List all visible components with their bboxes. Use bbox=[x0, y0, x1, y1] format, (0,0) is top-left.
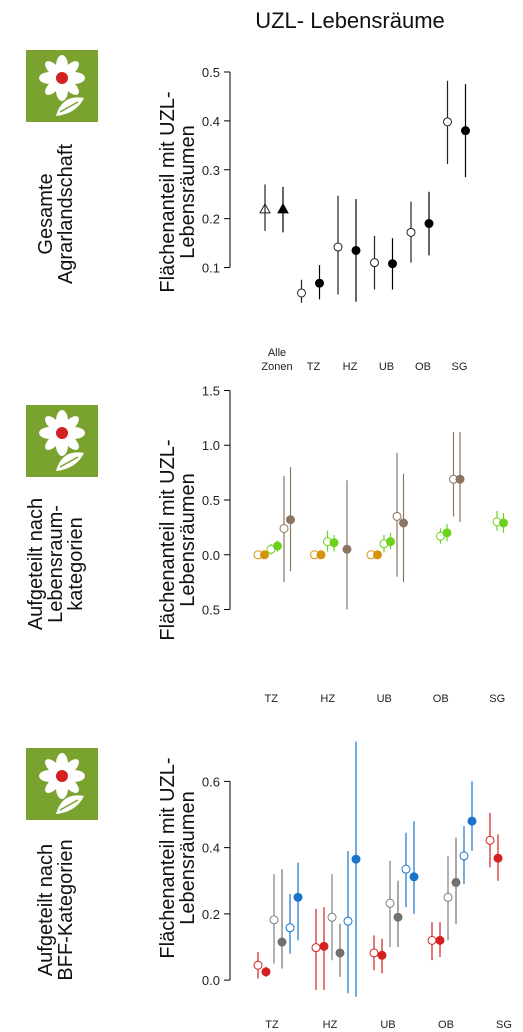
x-tick-label: SG bbox=[489, 693, 505, 705]
data-point bbox=[333, 242, 343, 252]
data-point bbox=[455, 474, 465, 484]
y-tick-label: 0.5 bbox=[202, 603, 220, 618]
data-point bbox=[327, 912, 337, 922]
data-point bbox=[435, 935, 445, 945]
data-point bbox=[442, 528, 452, 538]
data-point bbox=[385, 898, 395, 908]
data-point bbox=[293, 892, 303, 902]
data-point bbox=[261, 967, 271, 977]
y-tick-label: 0.0 bbox=[202, 973, 220, 988]
data-point bbox=[427, 935, 437, 945]
data-point bbox=[260, 550, 269, 560]
data-point bbox=[311, 943, 321, 953]
flower-icon bbox=[26, 50, 98, 122]
data-point bbox=[335, 948, 345, 958]
data-point bbox=[386, 537, 395, 547]
data-point bbox=[443, 117, 452, 127]
data-point bbox=[467, 816, 477, 826]
y-tick-label: 0.5 bbox=[202, 493, 220, 508]
data-point bbox=[443, 892, 453, 902]
data-point bbox=[369, 948, 379, 958]
y-tick-label: 1.0 bbox=[202, 438, 220, 453]
data-point bbox=[373, 550, 382, 560]
data-point bbox=[406, 227, 416, 237]
y-tick-label: 0.1 bbox=[202, 261, 220, 276]
data-point bbox=[459, 851, 469, 861]
y-tick-label: 0.0 bbox=[202, 548, 220, 563]
data-point bbox=[399, 518, 408, 528]
x-tick-label: SG bbox=[452, 361, 468, 373]
x-tick-label: TZ bbox=[265, 693, 279, 705]
y-tick-label: 0.5 bbox=[202, 65, 220, 80]
y-tick-label: 0.2 bbox=[202, 907, 220, 922]
data-point bbox=[485, 835, 495, 845]
y-tick-label: 1.5 bbox=[202, 383, 220, 398]
data-point bbox=[259, 202, 271, 214]
x-tick-label: UB bbox=[379, 361, 394, 373]
data-point bbox=[343, 916, 353, 926]
data-point bbox=[424, 219, 434, 229]
data-point bbox=[461, 126, 470, 136]
data-point bbox=[401, 864, 411, 874]
x-tick-label: TZ bbox=[265, 1019, 279, 1031]
data-point bbox=[329, 538, 339, 548]
data-point bbox=[409, 872, 419, 882]
y-tick-label: 0.4 bbox=[202, 841, 220, 856]
figure-title: UZL- Lebensräume bbox=[255, 8, 445, 33]
data-point bbox=[297, 288, 306, 298]
y-tick-label: 0.3 bbox=[202, 163, 220, 178]
x-tick-label: UB bbox=[380, 1019, 395, 1031]
x-tick-label: OB bbox=[415, 361, 431, 373]
x-tick-label: TZ bbox=[307, 361, 321, 373]
data-point bbox=[253, 960, 263, 970]
data-point bbox=[388, 259, 397, 269]
data-point bbox=[351, 245, 361, 255]
data-point bbox=[273, 541, 282, 551]
x-tick-label: HZ bbox=[323, 1019, 338, 1031]
data-point bbox=[342, 544, 352, 554]
x-tick-label: UB bbox=[377, 693, 392, 705]
data-point bbox=[277, 202, 289, 214]
data-point bbox=[285, 923, 295, 933]
x-tick-label: SG bbox=[496, 1019, 512, 1031]
x-tick-label: HZ bbox=[343, 361, 358, 373]
data-point bbox=[315, 278, 324, 288]
data-point bbox=[279, 523, 289, 533]
y-tick-label: 0.4 bbox=[202, 114, 220, 129]
data-point bbox=[493, 853, 503, 863]
flower-icon bbox=[26, 748, 98, 820]
data-point bbox=[377, 950, 387, 960]
x-tick-label: Zonen bbox=[261, 361, 292, 373]
data-point bbox=[451, 877, 461, 887]
data-point bbox=[286, 515, 295, 525]
y-tick-label: 0.2 bbox=[202, 212, 220, 227]
x-tick-label: OB bbox=[438, 1019, 454, 1031]
x-tick-label: OB bbox=[433, 693, 449, 705]
data-point bbox=[370, 258, 379, 268]
data-point bbox=[351, 854, 361, 864]
y-tick-label: 0.6 bbox=[202, 774, 220, 789]
data-point bbox=[319, 941, 329, 951]
data-point bbox=[499, 518, 508, 528]
x-tick-label: Alle bbox=[268, 347, 286, 359]
data-point bbox=[392, 511, 402, 521]
data-point bbox=[316, 550, 326, 560]
x-tick-label: HZ bbox=[320, 693, 335, 705]
data-point bbox=[269, 915, 279, 925]
data-point bbox=[393, 912, 403, 922]
flower-icon bbox=[26, 405, 98, 477]
data-point bbox=[277, 937, 287, 947]
